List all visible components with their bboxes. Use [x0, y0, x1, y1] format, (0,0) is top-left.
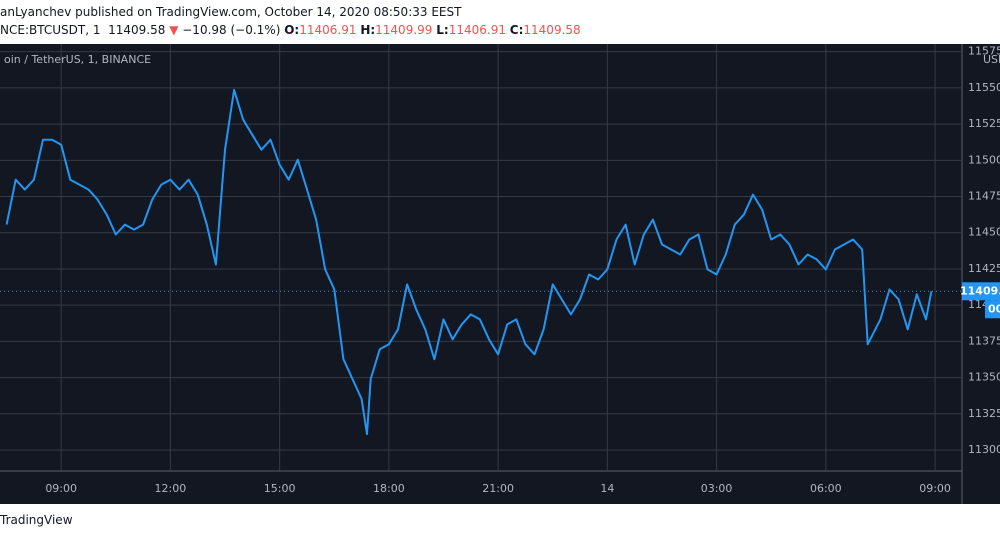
y-tick-label: 11550: [968, 81, 1000, 94]
series-legend: oin / TetherUS, 1, BINANCE: [4, 53, 151, 66]
low-label: L:: [436, 23, 449, 37]
quote-line: NCE:BTCUSDT, 1 11409.58 ▼ −10.98 (−0.1%)…: [0, 23, 581, 37]
symbol: NCE:BTCUSDT, 1: [0, 23, 101, 37]
close-label: C:: [509, 23, 524, 37]
high: 11409.99: [375, 23, 433, 37]
y-tick-label: 11425: [968, 262, 1000, 275]
x-tick-label: 09:00: [45, 482, 77, 495]
price: 11409.58: [108, 23, 166, 37]
low: 11406.91: [448, 23, 506, 37]
header: anLyanchev published on TradingView.com,…: [0, 0, 1000, 44]
high-label: H:: [360, 23, 376, 37]
close: 11409.58: [523, 23, 581, 37]
chart-background: [0, 44, 1000, 504]
price-line: [5, 88, 933, 436]
arrow: ▼: [169, 23, 179, 37]
y-tick-label: 11325: [968, 407, 1000, 420]
x-tick-label: 06:00: [810, 482, 842, 495]
x-tick-label: 09:00: [919, 482, 951, 495]
countdown-tag: [985, 300, 1000, 319]
y-tick-label: 11525: [968, 117, 1000, 130]
last-price-tag: [962, 282, 1000, 301]
y-tick-label: 11300: [968, 443, 1000, 456]
y-tick-label: 11350: [968, 371, 1000, 384]
countdown: 00: [988, 302, 1000, 315]
change: −10.98 (−0.1%): [182, 23, 281, 37]
y-tick-label: 11450: [968, 226, 1000, 239]
x-tick-label: 15:00: [264, 482, 296, 495]
last-price-label: 11409.58: [960, 284, 1000, 297]
currency: USD: [983, 53, 1000, 66]
y-tick-label: 11475: [968, 190, 1000, 203]
footer: TradingView: [0, 513, 73, 527]
open: 11406.91: [299, 23, 357, 37]
x-tick-label: 03:00: [701, 482, 733, 495]
chart: oin / TetherUS, 1, BINANCE USD 11300 1132…: [0, 44, 1000, 504]
y-tick-label: 11500: [968, 153, 1000, 166]
x-tick-label: 12:00: [155, 482, 187, 495]
y-tick-label: 11575: [968, 45, 1000, 58]
x-tick-label: 14: [600, 482, 614, 495]
x-tick-label: 21:00: [482, 482, 514, 495]
x-tick-label: 18:00: [373, 482, 405, 495]
grid: [0, 44, 962, 470]
y-tick-label: 11375: [968, 334, 1000, 347]
publisher: anLyanchev published on TradingView.com,…: [0, 5, 462, 19]
open-label: O:: [284, 23, 300, 37]
